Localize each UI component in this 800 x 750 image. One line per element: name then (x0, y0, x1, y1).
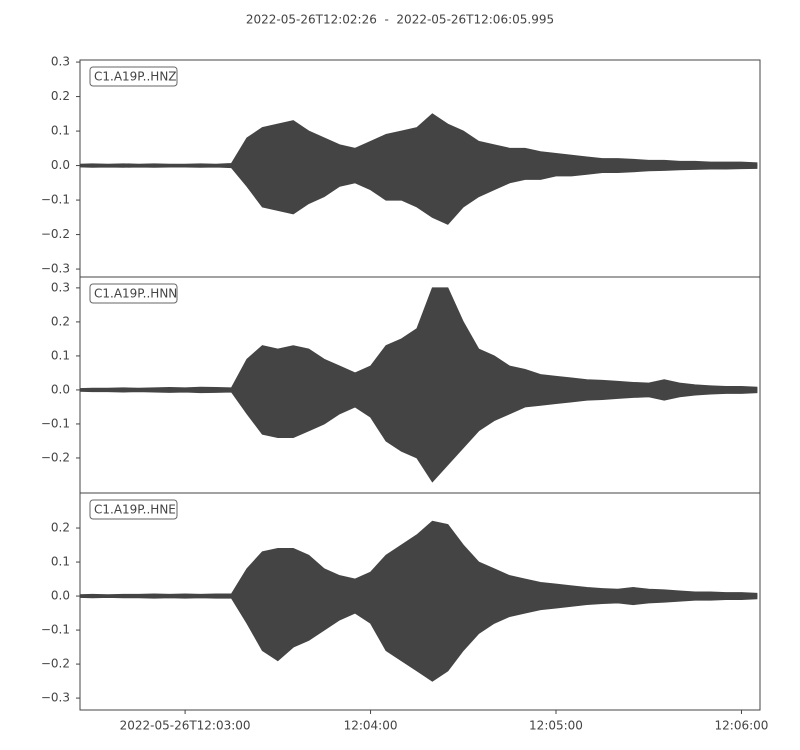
y-tick-label: 0.1 (51, 124, 70, 138)
y-tick-label: −0.3 (41, 262, 70, 276)
y-tick-label: −0.2 (41, 227, 70, 241)
y-tick-label: 0.1 (51, 348, 70, 362)
y-tick-label: 0.3 (51, 280, 70, 294)
y-tick-label: 0.2 (51, 89, 70, 103)
x-tick-label: 12:05:00 (529, 719, 583, 733)
trace-label: C1.A19P..HNN (94, 287, 177, 301)
y-tick-label: −0.2 (41, 450, 70, 464)
waveform-envelope (79, 595, 758, 682)
trace-label-box (89, 499, 178, 520)
trace-label-box (89, 66, 178, 87)
waveform-envelope (79, 113, 758, 167)
y-tick-label: −0.3 (41, 691, 70, 705)
y-tick-label: 0.0 (51, 589, 70, 603)
y-tick-label: 0.2 (51, 314, 70, 328)
y-tick-label: 0.2 (51, 521, 70, 535)
y-tick-label: −0.1 (41, 193, 70, 207)
waveform-envelope (79, 287, 758, 391)
y-tick-label: 0.0 (51, 382, 70, 396)
y-tick-label: 0.3 (51, 55, 70, 69)
x-tick-label: 12:04:00 (344, 719, 398, 733)
x-tick-label: 2022-05-26T12:03:00 (120, 719, 251, 733)
y-tick-label: 0.1 (51, 555, 70, 569)
y-tick-label: −0.1 (41, 416, 70, 430)
trace-label: C1.A19P..HNZ (94, 70, 177, 84)
y-tick-label: −0.1 (41, 623, 70, 637)
y-tick-label: −0.2 (41, 657, 70, 671)
y-tick-label: 0.0 (51, 158, 70, 172)
waveform-envelope (79, 520, 758, 597)
trace-label-box (89, 283, 178, 304)
x-tick-label: 12:06:00 (715, 719, 769, 733)
waveform-envelope (79, 389, 758, 483)
chart-title: 2022-05-26T12:02:26 - 2022-05-26T12:06:0… (246, 13, 554, 27)
waveform-envelope (79, 165, 758, 225)
panel-frame (79, 492, 761, 711)
trace-label: C1.A19P..HNE (94, 503, 176, 517)
